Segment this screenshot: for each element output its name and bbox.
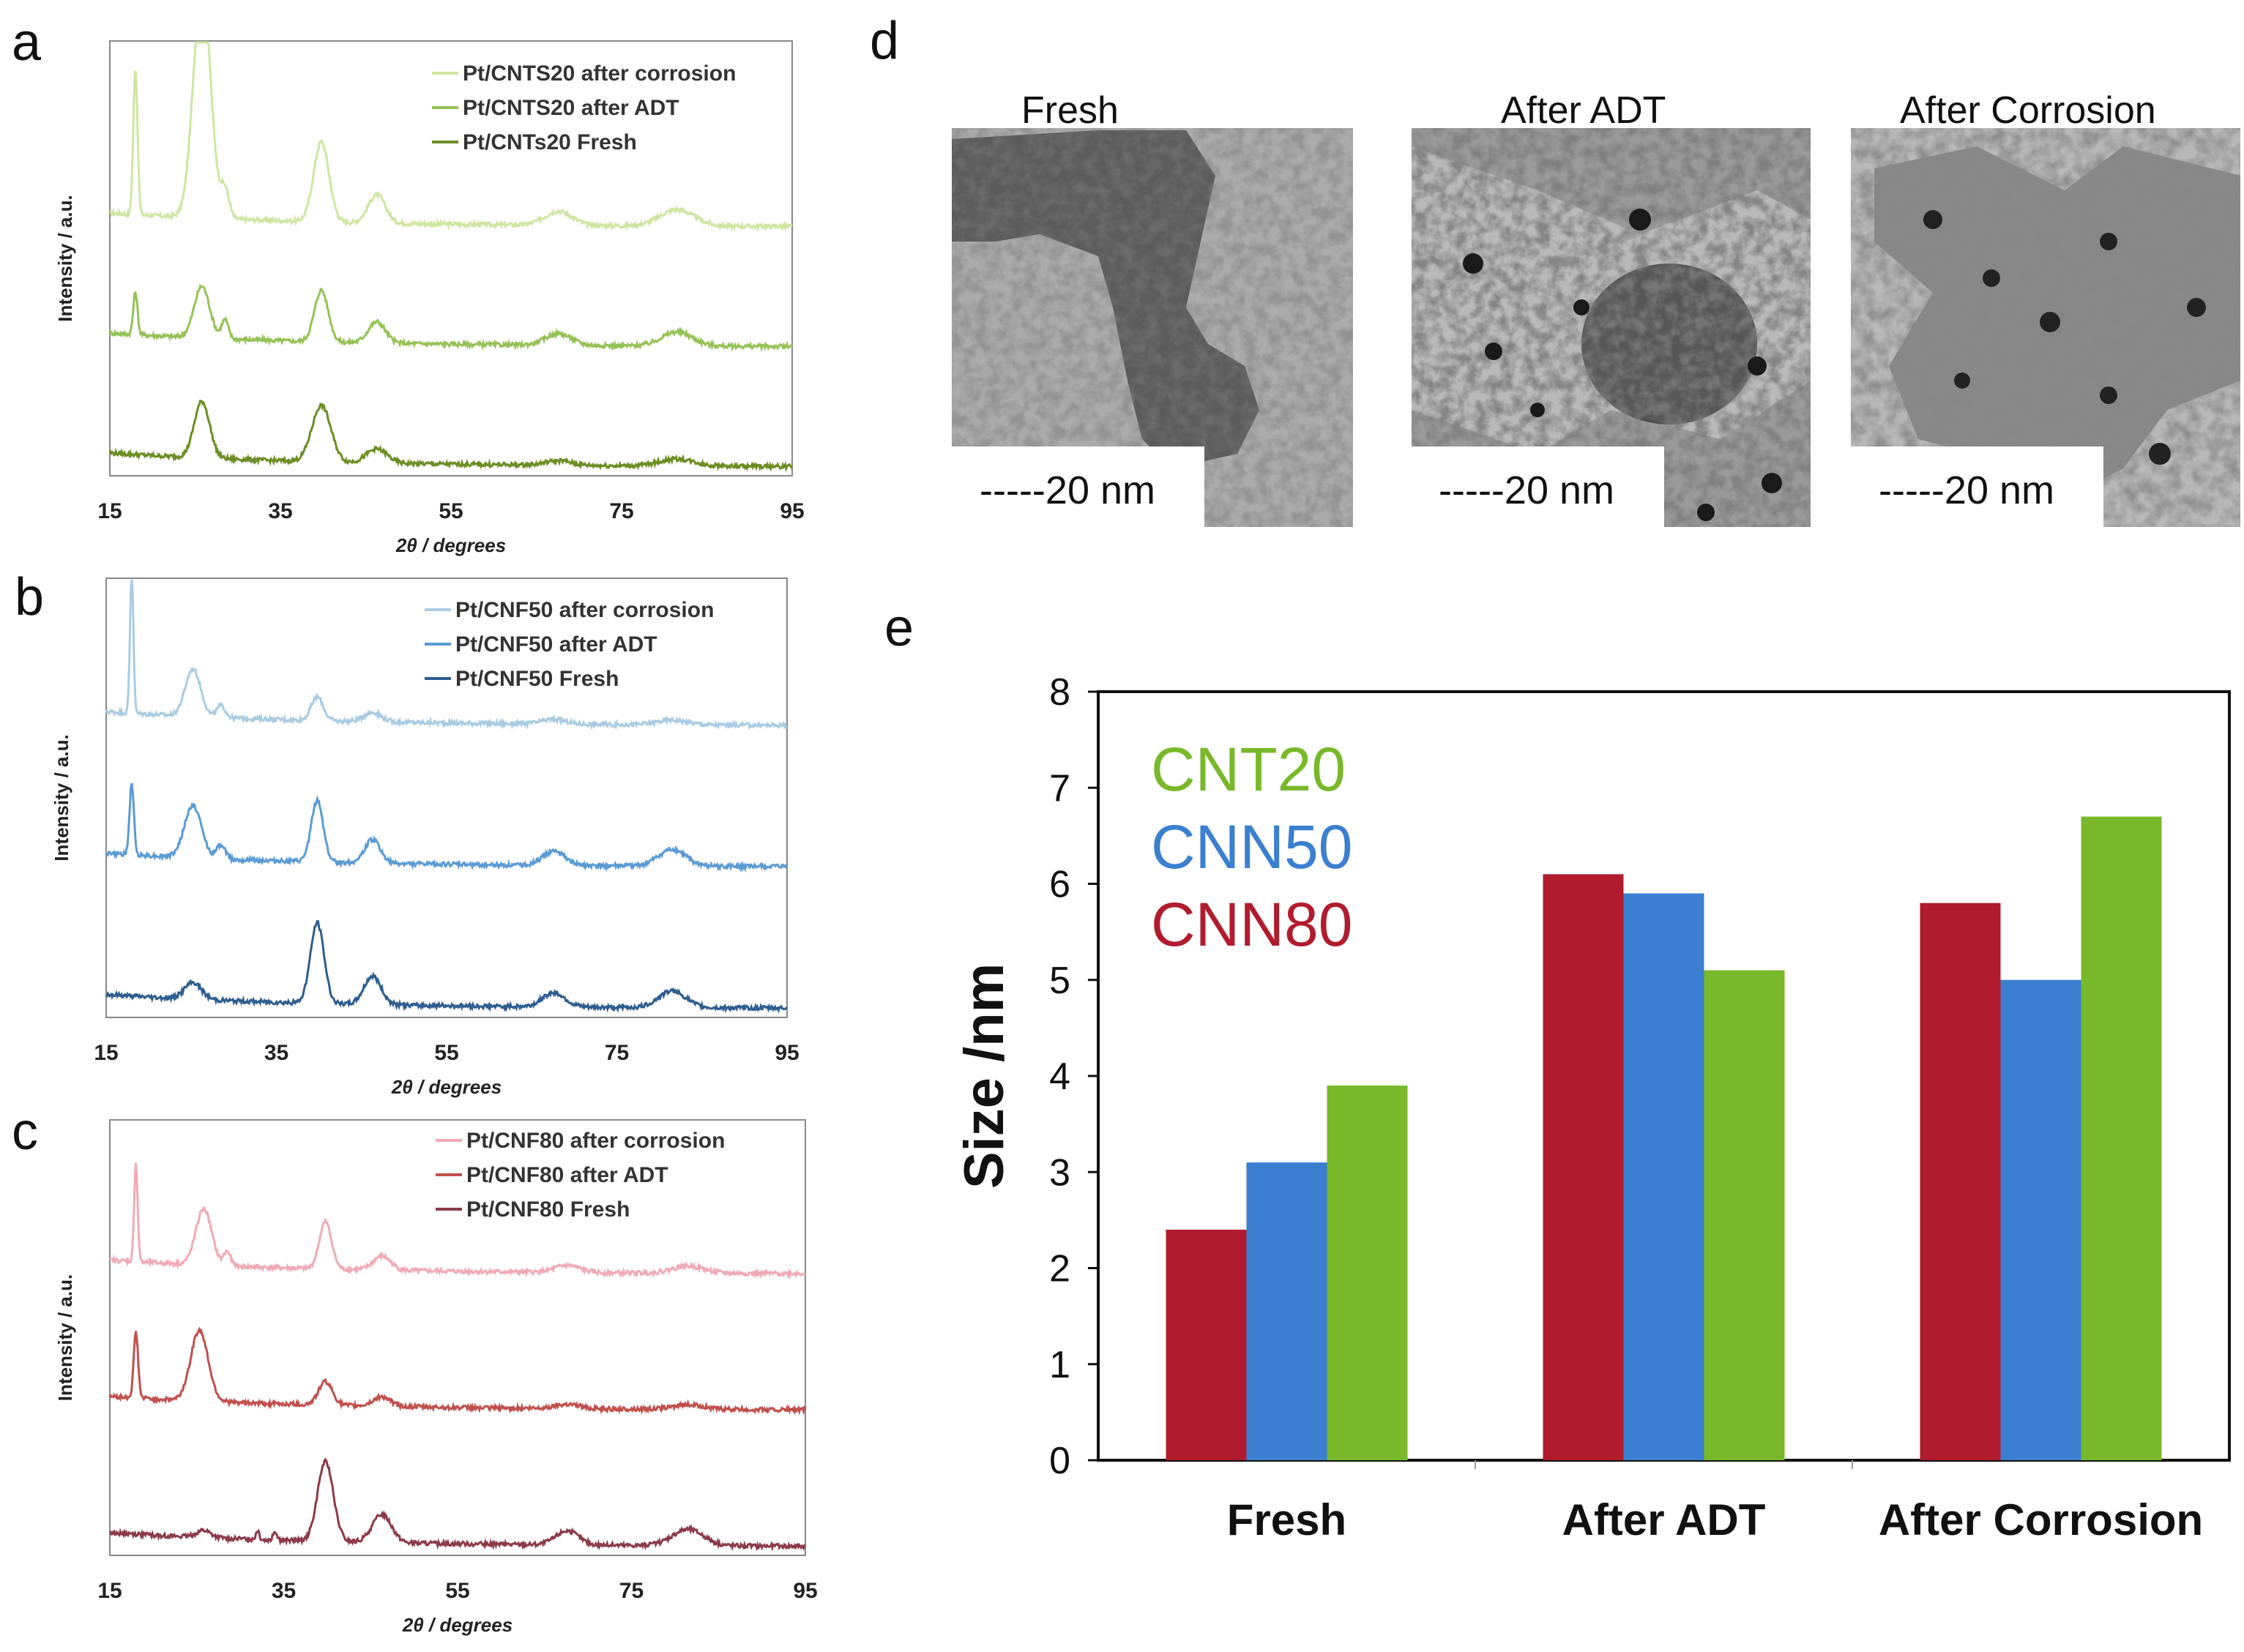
bar-cnn80 xyxy=(1920,902,2001,1460)
x-axis-title: 2θ / degrees xyxy=(391,1076,502,1098)
bar-cnn80 xyxy=(1166,1230,1247,1460)
y-tick-label: 0 xyxy=(1049,1440,1070,1482)
bar-cnn50 xyxy=(1246,1162,1327,1460)
xrd-series-line xyxy=(105,919,788,1014)
panel-label-a: a xyxy=(12,13,42,72)
tem-scale-adt: -----20 nm xyxy=(1439,468,1614,512)
legend-label: Pt/CNTs20 Fresh xyxy=(463,130,637,154)
xrd-chart-c: Pt/CNF80 after corrosion Pt/CNF80 after A… xyxy=(54,1119,818,1636)
legend-label: Pt/CNF80 after corrosion xyxy=(466,1129,725,1153)
x-axis-title: 2θ / degrees xyxy=(402,1614,512,1636)
xrd-chart-b: Pt/CNF50 after corrosion Pt/CNF50 after A… xyxy=(51,578,799,1098)
xrd-series-line xyxy=(108,400,794,473)
y-tick-label: 3 xyxy=(1049,1151,1070,1194)
legend-label: Pt/CNTS20 after ADT xyxy=(463,96,679,120)
y-tick-label: 7 xyxy=(1049,767,1070,810)
bar-cnn50 xyxy=(2000,979,2081,1460)
tem-image-corrosion: -----20 nm xyxy=(1851,128,2240,527)
x-tick-label: 75 xyxy=(609,499,633,523)
legend-label: Pt/CNF50 after ADT xyxy=(455,632,657,657)
tem-panel: Fresh -----20 nm After ADT -----20 nm Af… xyxy=(952,89,2240,527)
x-tick-label: 95 xyxy=(793,1579,817,1603)
x-tick-label: 95 xyxy=(780,499,804,523)
x-tick-label: 35 xyxy=(268,499,292,523)
bar-cnt20 xyxy=(1327,1085,1408,1460)
y-axis-title: Intensity / a.u. xyxy=(54,195,76,321)
category-label: Fresh xyxy=(1227,1495,1346,1544)
bar-cnn50 xyxy=(1623,893,1704,1460)
y-tick-label: 4 xyxy=(1049,1055,1070,1098)
y-axis-title: Intensity / a.u. xyxy=(51,734,72,861)
bar-cnt20 xyxy=(2081,816,2162,1460)
y-tick-label: 6 xyxy=(1049,864,1070,906)
xrd-series-line xyxy=(105,782,789,873)
panel-label-d: d xyxy=(870,12,899,70)
x-tick-label: 35 xyxy=(272,1579,296,1603)
x-tick-label: 55 xyxy=(445,1579,469,1603)
y-tick-label: 5 xyxy=(1049,960,1070,1002)
xrd-series-line xyxy=(108,1326,807,1416)
y-tick-label: 8 xyxy=(1049,671,1070,714)
bar-chart-e: 0 1 2 3 4 5 6 7 8 Fresh After ADT After Corrosion Si… xyxy=(953,671,2231,1544)
legend-label: Pt/CNF50 after corrosion xyxy=(455,598,714,622)
legend-label: Pt/CNF80 Fresh xyxy=(466,1197,630,1222)
legend-cnn50: CNN50 xyxy=(1151,812,1352,881)
bar-cnn80 xyxy=(1543,874,1624,1460)
tem-scale-fresh: -----20 nm xyxy=(980,468,1155,512)
legend-label: Pt/CNTS20 after corrosion xyxy=(463,61,736,86)
xrd-series-line xyxy=(108,1162,807,1279)
panel-label-c: c xyxy=(12,1102,38,1161)
bar-cnt20 xyxy=(1704,970,1785,1460)
y-tick-label: 2 xyxy=(1049,1248,1070,1290)
x-axis-title: 2θ / degrees xyxy=(395,534,506,556)
tem-image-adt: -----20 nm xyxy=(1412,128,1811,527)
legend-label: Pt/CNF50 Fresh xyxy=(455,667,619,691)
x-tick-label: 35 xyxy=(264,1041,288,1065)
x-tick-label: 55 xyxy=(434,1041,458,1065)
x-tick-label: 75 xyxy=(605,1041,629,1065)
xrd-series-line xyxy=(105,579,788,730)
tem-title-adt: After ADT xyxy=(1501,89,1666,132)
panel-label-b: b xyxy=(15,568,44,627)
xrd-series-line xyxy=(109,1457,806,1552)
y-axis-title: Intensity / a.u. xyxy=(54,1274,76,1401)
x-tick-label: 15 xyxy=(97,1579,122,1603)
x-tick-label: 15 xyxy=(94,1041,118,1065)
category-label: After Corrosion xyxy=(1879,1495,2203,1544)
legend-cnn80: CNN80 xyxy=(1151,890,1352,959)
tem-scale-corrosion: -----20 nm xyxy=(1879,468,2054,512)
xrd-series-line xyxy=(108,283,794,353)
tem-image-fresh: -----20 nm xyxy=(952,128,1353,527)
panel-label-e: e xyxy=(884,599,914,657)
x-tick-label: 75 xyxy=(619,1579,644,1603)
x-tick-label: 55 xyxy=(439,499,463,523)
x-tick-label: 15 xyxy=(97,499,122,523)
y-tick-label: 1 xyxy=(1049,1344,1070,1386)
tem-title-fresh: Fresh xyxy=(1021,89,1119,132)
plot-frame xyxy=(109,40,793,476)
legend-cnt20: CNT20 xyxy=(1151,735,1346,804)
tem-title-corrosion: After Corrosion xyxy=(1900,89,2156,132)
legend-label: Pt/CNF80 after ADT xyxy=(466,1163,668,1187)
plot-frame xyxy=(105,578,788,1018)
xrd-chart-a: Pt/CNTS20 after corrosion Pt/CNTS20 after… xyxy=(54,40,805,556)
y-axis-title: Size /nm xyxy=(953,963,1015,1189)
xrd-series-line xyxy=(109,41,793,233)
category-label: After ADT xyxy=(1562,1495,1766,1544)
plot-frame xyxy=(109,1119,806,1556)
x-tick-label: 95 xyxy=(775,1041,799,1065)
